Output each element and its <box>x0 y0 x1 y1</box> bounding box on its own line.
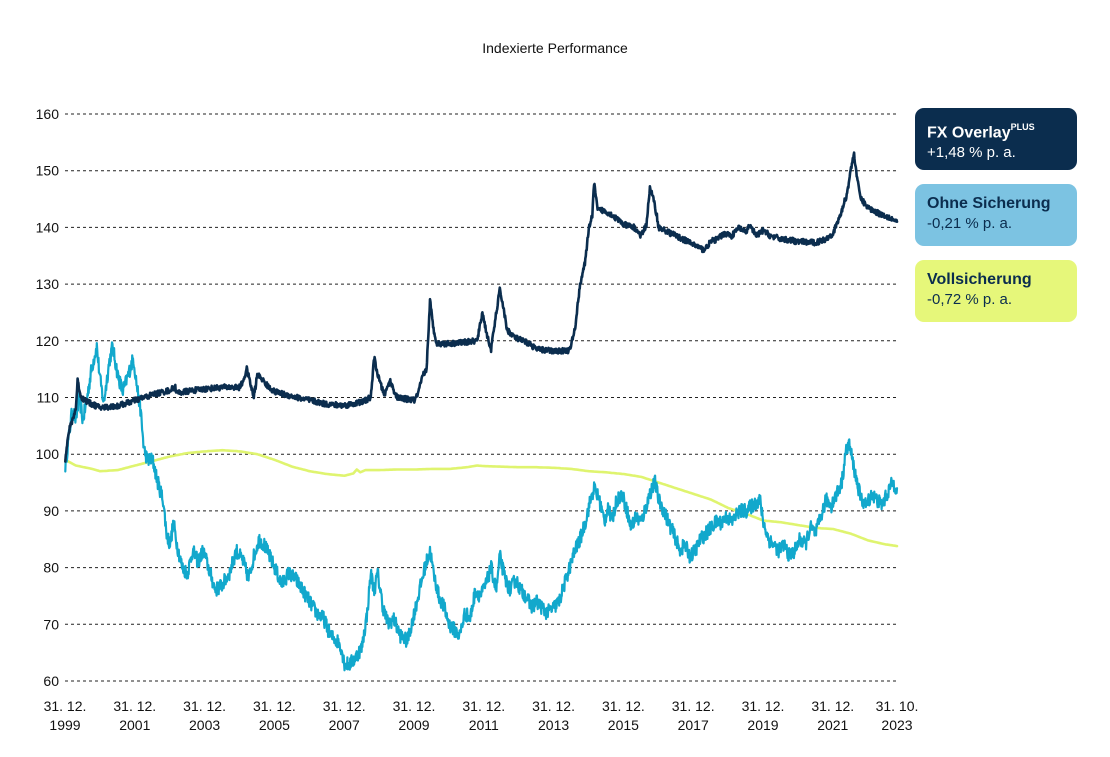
x-tick-label: 31. 12. <box>393 698 436 714</box>
y-tick-label: 150 <box>36 163 60 179</box>
y-tick-label: 130 <box>36 276 60 292</box>
legend-value: -0,21 % p. a. <box>927 215 1013 232</box>
x-tick-label: 31. 12. <box>253 698 296 714</box>
x-tick-label: 2007 <box>329 717 360 733</box>
x-tick-label: 31. 12. <box>462 698 505 714</box>
x-tick-label: 31. 12. <box>113 698 156 714</box>
ohne-sicherung-line <box>64 341 899 672</box>
y-tick-label: 60 <box>43 673 59 689</box>
x-tick-label: 2019 <box>747 717 778 733</box>
legend-item-fx-overlay: FX OverlayPLUS +1,48 % p. a. <box>915 108 1077 170</box>
fx-overlay-line <box>64 151 899 463</box>
vollsicherung-line <box>64 448 899 548</box>
y-tick-label: 80 <box>43 560 59 576</box>
y-tick-label: 110 <box>37 390 60 406</box>
y-axis: 60 70 80 90 100 110 120 130 140 150 160 <box>36 106 60 689</box>
x-tick-label: 2015 <box>608 717 639 733</box>
y-tick-label: 160 <box>36 106 60 122</box>
x-tick-label: 31. 12. <box>44 698 87 714</box>
x-tick-label: 2017 <box>678 717 709 733</box>
x-tick-label: 2009 <box>398 717 429 733</box>
x-tick-label: 1999 <box>49 717 80 733</box>
y-tick-label: 120 <box>36 333 60 349</box>
y-tick-label: 140 <box>36 219 60 235</box>
x-tick-label: 2001 <box>119 717 150 733</box>
legend-value: -0,72 % p. a. <box>927 291 1013 308</box>
x-tick-label: 31. 12. <box>532 698 575 714</box>
y-tick-label: 100 <box>36 446 60 462</box>
legend-label: FX OverlayPLUS <box>927 122 1035 142</box>
legend-label: Ohne Sicherung <box>927 195 1051 212</box>
x-tick-label: 31. 12. <box>602 698 645 714</box>
y-tick-label: 90 <box>43 503 59 519</box>
legend-item-ohne-sicherung: Ohne Sicherung -0,21 % p. a. <box>915 184 1077 246</box>
legend-value: +1,48 % p. a. <box>927 144 1016 162</box>
grid <box>65 113 897 682</box>
chart-title: Indexierte Performance <box>482 40 628 56</box>
x-tick-label: 31. 12. <box>323 698 366 714</box>
x-tick-label: 31. 12. <box>183 698 226 714</box>
legend-item-vollsicherung: Vollsicherung -0,72 % p. a. <box>915 260 1077 322</box>
x-tick-label: 31. 12. <box>672 698 715 714</box>
x-tick-label: 31. 12. <box>811 698 854 714</box>
x-axis: 31. 12. 1999 31. 12. 2001 31. 12. 2003 31. 12.… <box>44 698 919 733</box>
x-tick-label: 2023 <box>881 717 912 733</box>
x-tick-label: 2003 <box>189 717 220 733</box>
legend-label: Vollsicherung <box>927 271 1032 288</box>
x-tick-label: 31. 10. <box>876 698 919 714</box>
x-tick-label: 2021 <box>817 717 848 733</box>
x-tick-label: 31. 12. <box>742 698 785 714</box>
x-tick-label: 2005 <box>259 717 290 733</box>
x-tick-label: 2013 <box>538 717 569 733</box>
series-lines <box>64 151 899 672</box>
y-tick-label: 70 <box>43 616 59 632</box>
x-tick-label: 2011 <box>469 717 499 733</box>
